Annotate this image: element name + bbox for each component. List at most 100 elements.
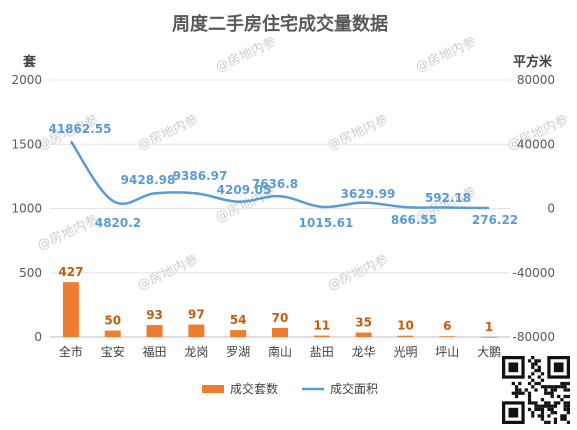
qr-module (563, 404, 567, 408)
line-label-龙岗: 9386.97 (173, 169, 228, 183)
qr-module (531, 372, 535, 376)
bar-坪山 (439, 336, 456, 338)
qr-module (527, 381, 532, 386)
qr-module (563, 417, 567, 421)
left-tick-label: 2000 (11, 73, 42, 87)
line-label-宝安: 4820.2 (95, 216, 141, 230)
qr-module (540, 417, 545, 421)
qr-module (560, 385, 564, 389)
category-label: 龙岗 (184, 345, 208, 359)
legend: 成交套数 成交面积 (202, 381, 378, 396)
right-tick-label: 80000 (517, 73, 555, 87)
category-label: 坪山 (435, 345, 459, 359)
qr-module (563, 407, 567, 412)
line-label-南山: 7636.8 (252, 177, 298, 191)
bar-label-坪山: 6 (443, 319, 451, 333)
qr-module (527, 359, 532, 363)
left-tick-label: 500 (19, 266, 42, 280)
qr-module (511, 391, 515, 395)
legend-label-line: 成交面积 (330, 381, 378, 396)
qr-module (540, 372, 545, 376)
bar-大鹏 (481, 336, 498, 338)
qr-module (540, 407, 545, 412)
qr-module (563, 381, 567, 386)
qr-module (560, 414, 564, 418)
bar-盐田 (313, 335, 330, 337)
chart-title: 周度二手房住宅成交量数据 (172, 13, 388, 35)
qr-module (534, 401, 538, 405)
bar-label-罗湖: 54 (230, 313, 247, 327)
category-labels: 全市 宝安 福田 龙岗 罗湖 南山 盐田 龙华 光明 坪山 大鹏 (59, 344, 501, 359)
qr-module (544, 388, 548, 392)
qr-module (566, 407, 570, 412)
line-path-成交面积 (69, 140, 490, 210)
left-tick-label: 1000 (11, 202, 42, 216)
bar-全市 (62, 282, 79, 337)
watermark-text: @房地内参 (135, 112, 201, 154)
qr-module (563, 385, 567, 389)
right-tick-label: 0 (547, 202, 555, 216)
category-label: 宝安 (101, 344, 125, 359)
category-label: 盐田 (310, 345, 334, 359)
watermarks: @房地内参 @房地内参@房地内参@房地内参 @房地内参@房地内参 @房地内参@房地内参… (35, 34, 571, 294)
bar-龙岗 (188, 324, 205, 337)
qr-module (566, 394, 570, 399)
qr-module (557, 385, 561, 389)
qr-module (563, 388, 567, 392)
qr-module (537, 359, 541, 363)
line-label-福田: 9428.98 (121, 173, 176, 187)
qr-module (531, 365, 535, 369)
qr-module (534, 404, 538, 408)
qr-module (527, 407, 532, 412)
qr-finder (553, 362, 564, 373)
legend-swatch-bar (202, 385, 224, 393)
right-axis-unit: 平方米 (513, 54, 553, 70)
left-tick-label: 0 (34, 330, 42, 344)
qr-module (514, 388, 519, 392)
qr-module (537, 375, 541, 379)
qr-module (514, 385, 519, 389)
qr-module (550, 388, 554, 392)
qr-module (547, 385, 551, 389)
qr-module (560, 398, 564, 402)
qr-module (531, 385, 535, 389)
bar-label-全市: 427 (58, 265, 83, 279)
category-label: 全市 (59, 344, 83, 359)
qr-module (547, 404, 551, 408)
qr-module (544, 391, 548, 395)
qr-module (544, 401, 548, 405)
left-axis-ticks: 0 500 1000 1500 2000 (11, 73, 42, 344)
qr-module (553, 411, 558, 415)
line-label-罗湖: 4209.05 (217, 183, 272, 197)
qr-module (521, 391, 525, 395)
qr-module (534, 362, 538, 366)
qr-module (566, 404, 570, 408)
qr-module (537, 368, 541, 373)
qr-module (540, 414, 545, 418)
qr-module (547, 420, 551, 424)
qr-module (563, 401, 567, 405)
qr-finder (508, 362, 519, 373)
qr-module (550, 385, 554, 389)
qr-module (553, 388, 558, 392)
qr-module (550, 391, 554, 395)
qr-module (566, 401, 570, 405)
line-label-龙华: 3629.99 (341, 187, 396, 201)
bar-series (62, 282, 498, 338)
qr-module (540, 411, 545, 415)
qr-module (557, 401, 561, 405)
qr-module (537, 404, 541, 408)
watermark-text: @房地内参 (325, 112, 391, 154)
bar-label-宝安: 50 (104, 314, 121, 328)
qr-module (527, 394, 532, 399)
qr-module (531, 401, 535, 405)
bar-罗湖 (230, 330, 247, 337)
qr-module (566, 388, 570, 392)
qr-module (547, 401, 551, 405)
qr-module (566, 381, 570, 386)
qr-finder (508, 407, 519, 418)
qr-module (566, 411, 570, 415)
line-label-光明: 866.55 (391, 213, 437, 227)
category-label: 福田 (143, 344, 167, 359)
